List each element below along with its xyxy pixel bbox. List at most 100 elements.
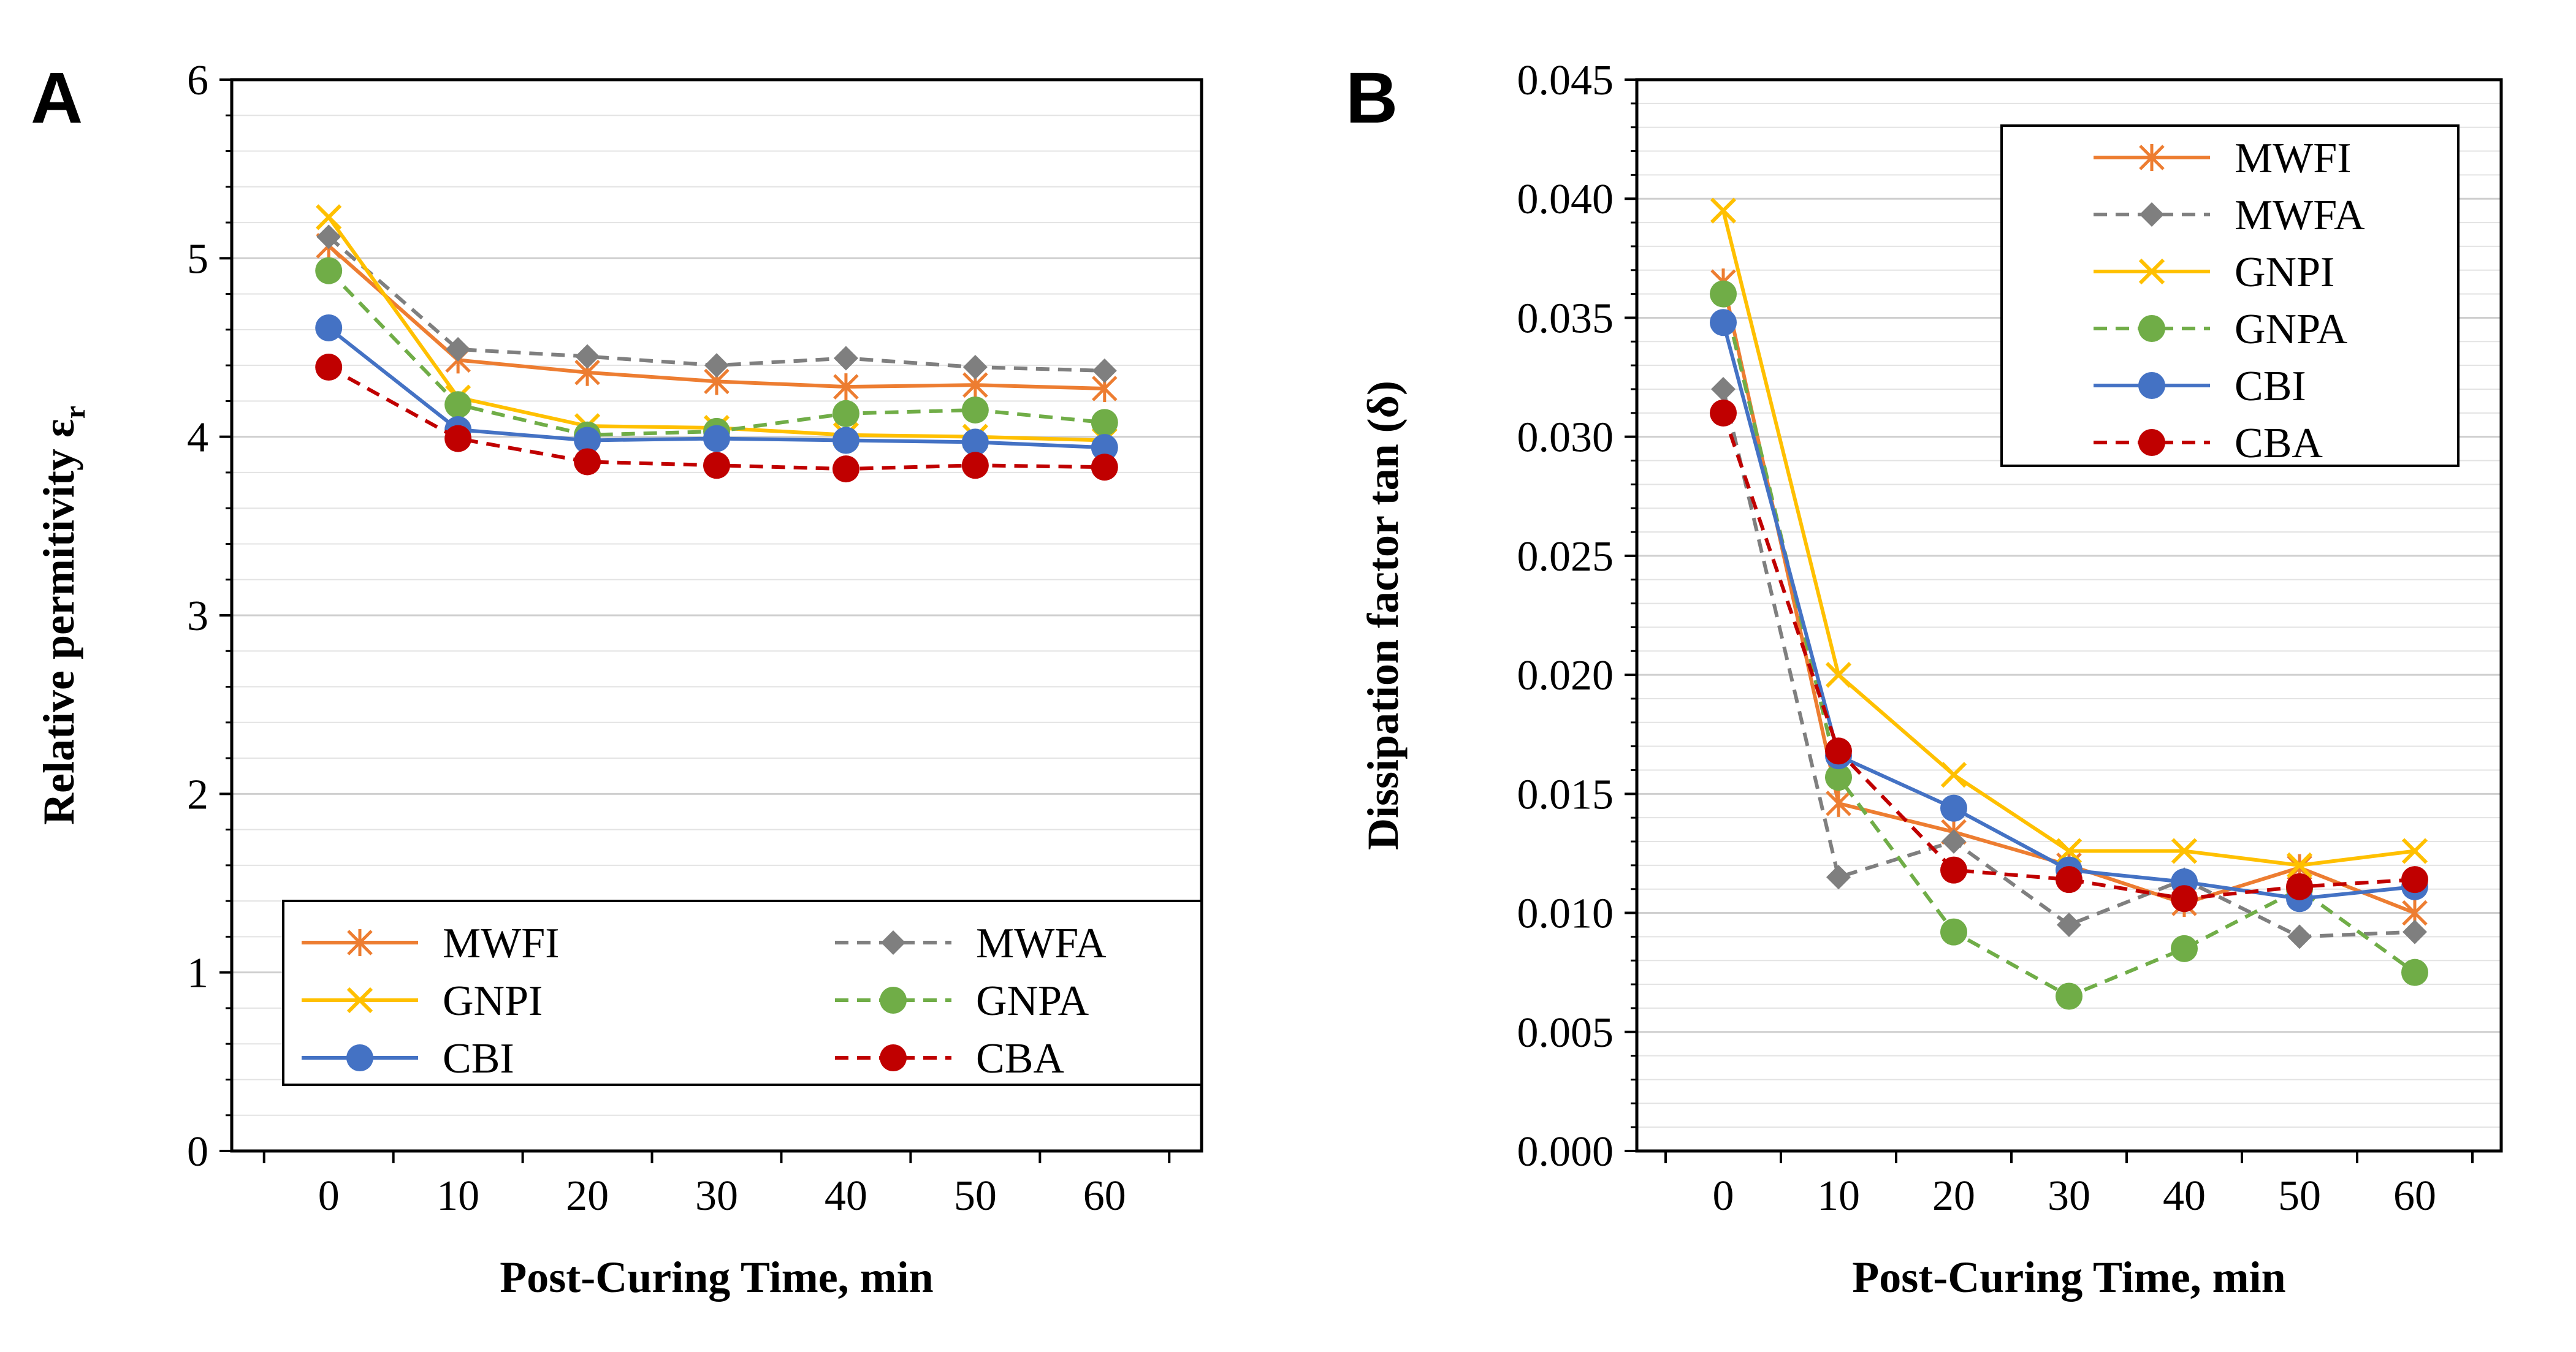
legend-label: GNPI: [443, 978, 543, 1025]
data-point: [1710, 400, 1737, 427]
data-point: [1940, 857, 1967, 884]
legend-swatch-marker: [880, 987, 907, 1014]
data-point: [1711, 377, 1736, 401]
x-tick-label: 60: [1083, 1172, 1126, 1220]
data-point: [703, 425, 730, 452]
chart-b: 0.000 0.005 0.010 0.015 0.020 0.025 0.030 0.035…: [1346, 57, 2501, 1302]
series-mwfa: [316, 224, 1117, 383]
y-tick-label: 0.015: [1517, 771, 1614, 818]
y-tick-label: 0.040: [1517, 176, 1614, 223]
legend: MWFI MWFA GNPI GNPA CBI CBA: [283, 901, 1202, 1085]
data-point: [703, 452, 730, 479]
data-point: [2171, 935, 2198, 962]
y-tick-label: 0.035: [1517, 295, 1614, 342]
data-point: [962, 452, 989, 479]
x-tick-label: 30: [695, 1172, 738, 1220]
y-tick-label: 0.010: [1517, 891, 1614, 938]
panel-letter: B: [1346, 58, 1398, 139]
legend-box: [2002, 126, 2458, 466]
x-tick-label: 30: [2048, 1172, 2090, 1220]
y-tick-label: 0.020: [1517, 652, 1614, 699]
data-point: [2401, 866, 2428, 893]
figure: 01234560 10 20 30 40 50 60Post-Curing Time, mi…: [0, 0, 2576, 1352]
legend-label: CBA: [2235, 420, 2323, 467]
x-tick-label: 60: [2393, 1172, 2436, 1220]
data-point: [833, 400, 859, 427]
legend-label: MWFA: [2235, 192, 2365, 239]
data-point: [2286, 873, 2313, 900]
y-tick-label: 3: [187, 593, 208, 640]
data-point: [2401, 959, 2428, 986]
data-point: [1091, 409, 1118, 436]
y-tick-label: 5: [187, 235, 208, 283]
data-point: [2057, 913, 2081, 937]
y-tick-label: 6: [187, 57, 208, 104]
x-tick-label: 40: [2163, 1172, 2206, 1220]
legend-label: GNPA: [2235, 306, 2348, 353]
series-gnpa: [315, 257, 1118, 449]
x-tick-label: 10: [436, 1172, 479, 1220]
x-tick-label: 0: [318, 1172, 340, 1220]
legend-label: MWFA: [976, 920, 1107, 967]
data-point: [2287, 924, 2312, 949]
y-tick-label: 0.005: [1517, 1009, 1614, 1057]
data-point: [574, 448, 601, 475]
x-tick-label: 20: [1932, 1172, 1975, 1220]
y-axis-title: Relative permitivity εr: [34, 406, 91, 825]
y-tick-label: 0.000: [1517, 1128, 1614, 1175]
legend-swatch-marker: [2138, 372, 2165, 399]
data-point: [1940, 919, 1967, 946]
legend-swatch-marker: [2138, 429, 2165, 456]
legend-label: GNPA: [976, 978, 1089, 1025]
y-tick-label: 0.025: [1517, 533, 1614, 580]
data-point: [315, 314, 342, 341]
panel-letter: A: [31, 58, 83, 139]
x-tick-label: 40: [825, 1172, 867, 1220]
legend-label: MWFI: [443, 920, 560, 967]
data-point: [1942, 763, 1965, 786]
y-axis-title-subscript: r: [59, 406, 91, 419]
x-tick-label: 0: [1713, 1172, 1734, 1220]
data-point: [1710, 309, 1737, 336]
y-tick-label: 0.045: [1517, 57, 1614, 104]
data-point: [833, 455, 859, 482]
x-tick-label: 20: [566, 1172, 609, 1220]
y-tick-label: 1: [187, 950, 208, 997]
y-tick-label: 0.030: [1517, 414, 1614, 461]
data-point: [1710, 281, 1737, 308]
x-axis-title: Post-Curing Time, min: [1852, 1253, 2285, 1302]
data-point: [833, 427, 859, 454]
data-point: [2056, 866, 2083, 893]
legend-swatch-marker: [880, 1044, 907, 1071]
data-point: [444, 425, 471, 452]
data-point: [2171, 885, 2198, 912]
legend-label: CBA: [976, 1035, 1064, 1082]
y-tick-label: 0: [187, 1128, 208, 1175]
legend-swatch-marker: [2138, 315, 2165, 342]
data-point: [1825, 737, 1852, 764]
data-point: [1826, 865, 1851, 889]
legend-swatch-marker: [346, 1044, 373, 1071]
legend-label: GNPI: [2235, 249, 2334, 296]
legend-label: CBI: [2235, 363, 2306, 410]
legend-label: CBI: [443, 1035, 514, 1082]
x-tick-label: 50: [2278, 1172, 2321, 1220]
data-point: [315, 257, 342, 284]
data-point: [2056, 983, 2083, 1010]
data-point: [1712, 199, 1735, 222]
legend: MWFI MWFA GNPI GNPA CBI CBA: [2002, 126, 2458, 467]
y-axis-title: Dissipation factor tan (δ): [1358, 381, 1408, 850]
data-point: [962, 428, 989, 455]
y-tick-label: 4: [187, 414, 208, 461]
data-point: [315, 354, 342, 381]
x-tick-label: 10: [1817, 1172, 1860, 1220]
x-tick-label: 50: [954, 1172, 997, 1220]
data-point: [1091, 454, 1118, 480]
x-axis-title: Post-Curing Time, min: [500, 1253, 933, 1302]
series-cba: [1710, 400, 2428, 912]
data-point: [834, 346, 858, 370]
data-point: [1940, 795, 1967, 822]
data-point: [444, 391, 471, 418]
legend-label: MWFI: [2235, 135, 2352, 182]
